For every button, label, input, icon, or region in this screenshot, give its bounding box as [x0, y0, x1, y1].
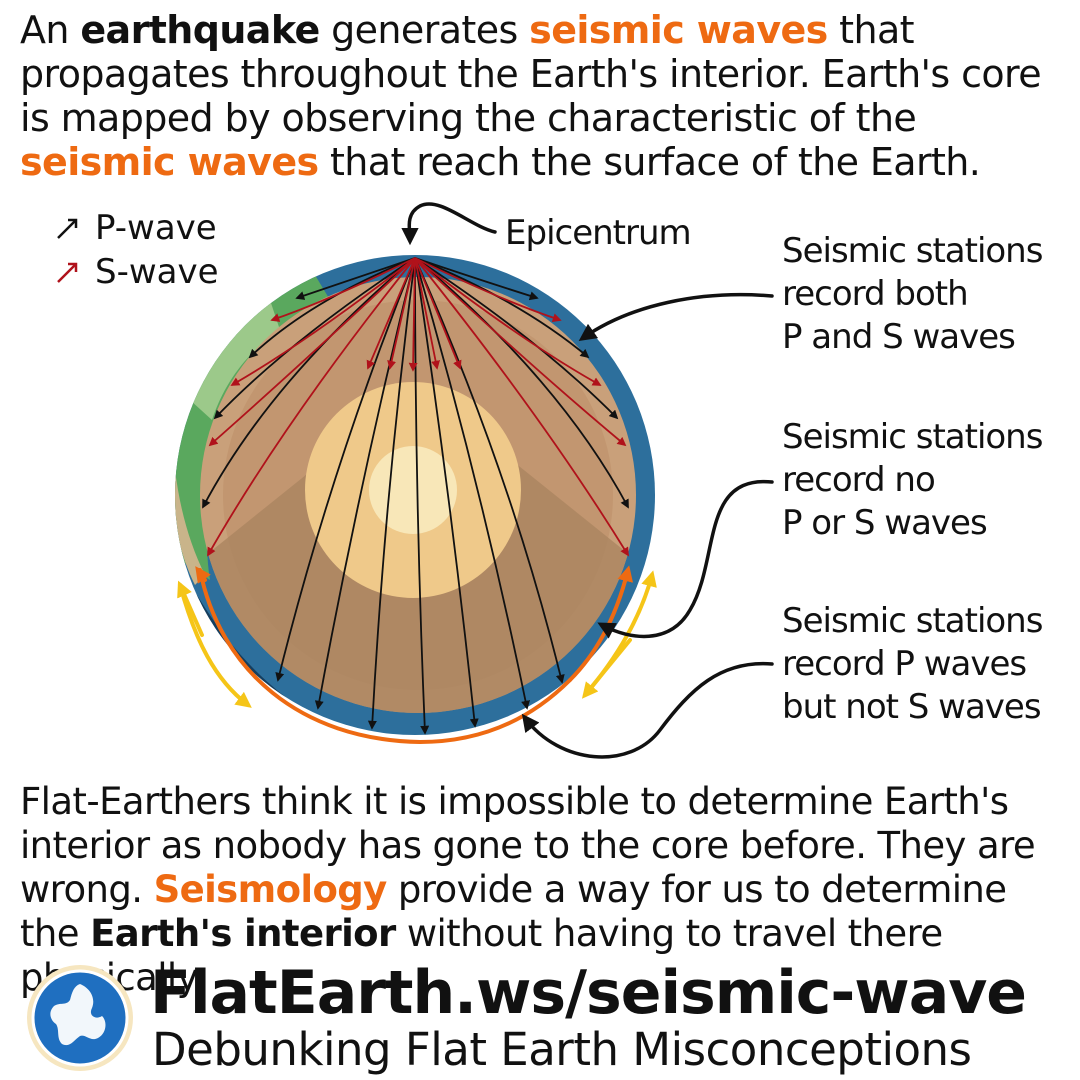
legend-s-wave: S-wave — [55, 250, 219, 294]
intro-text-3: that propagates throughout the Earth's i… — [20, 8, 1042, 140]
no-waves-line-1: Seismic stations — [782, 417, 1043, 457]
outro-bold-interior: Earth's interior — [90, 912, 396, 955]
no-waves-line-3: P or S waves — [782, 503, 988, 543]
legend-p-wave: P-wave — [55, 206, 219, 250]
footer-url[interactable]: FlatEarth.ws/seismic-wave — [150, 958, 1027, 1028]
seismic-diagram — [175, 202, 774, 759]
intro-text-1: An — [20, 8, 81, 52]
wave-legend: P-wave S-wave — [55, 206, 219, 294]
footer-tagline: Debunking Flat Earth Misconceptions — [152, 1023, 972, 1076]
callout-arrows — [401, 202, 774, 759]
intro-highlight-1: seismic waves — [529, 8, 828, 52]
p-only-line-3: but not S waves — [782, 687, 1042, 727]
legend-s-wave-label: S-wave — [95, 252, 219, 292]
outro-text-1: Flat-Earthers think it is impossible to … — [20, 780, 1036, 911]
intro-text-4: that reach the surface of the Earth. — [318, 140, 981, 184]
no-waves-arrow — [597, 480, 774, 639]
epicentrum-label: Epicentrum — [505, 213, 692, 253]
p-only-arrow — [521, 661, 774, 759]
flat-earth-globe-icon — [27, 965, 133, 1071]
intro-paragraph: An earthquake generates seismic waves th… — [20, 8, 1065, 184]
p-only-arc-left — [198, 568, 572, 745]
p-only-label: Seismic stations record P waves but not … — [782, 600, 1043, 729]
p-only-line-2: record P waves — [782, 644, 1027, 684]
both-waves-line-1: Seismic stations — [782, 231, 1043, 271]
outro-text-2: provide a way for us to determine the — [20, 868, 1007, 955]
intro-text-2: generates — [319, 8, 530, 52]
no-waves-label: Seismic stations record no P or S waves — [782, 416, 1043, 545]
p-only-line-1: Seismic stations — [782, 601, 1043, 641]
outro-highlight-seismology: Seismology — [153, 868, 388, 911]
s-wave-paths — [207, 257, 629, 557]
intro-highlight-2: seismic waves — [20, 140, 319, 184]
intro-bold-earthquake: earthquake — [80, 8, 320, 52]
s-wave-arrow-icon — [57, 262, 78, 283]
p-wave-paths — [202, 257, 629, 735]
both-waves-line-2: record both — [782, 274, 969, 314]
no-waves-line-2: record no — [782, 460, 936, 500]
both-waves-label: Seismic stations record both P and S wav… — [782, 230, 1043, 359]
both-waves-arrow — [578, 292, 774, 342]
surface-arcs — [177, 565, 657, 745]
both-waves-line-3: P and S waves — [782, 317, 1016, 357]
shadow-zone-arrow-left — [178, 583, 252, 708]
legend-p-wave-label: P-wave — [95, 208, 217, 248]
epicentrum-arrow — [401, 202, 497, 246]
p-wave-arrow-icon — [57, 218, 78, 239]
